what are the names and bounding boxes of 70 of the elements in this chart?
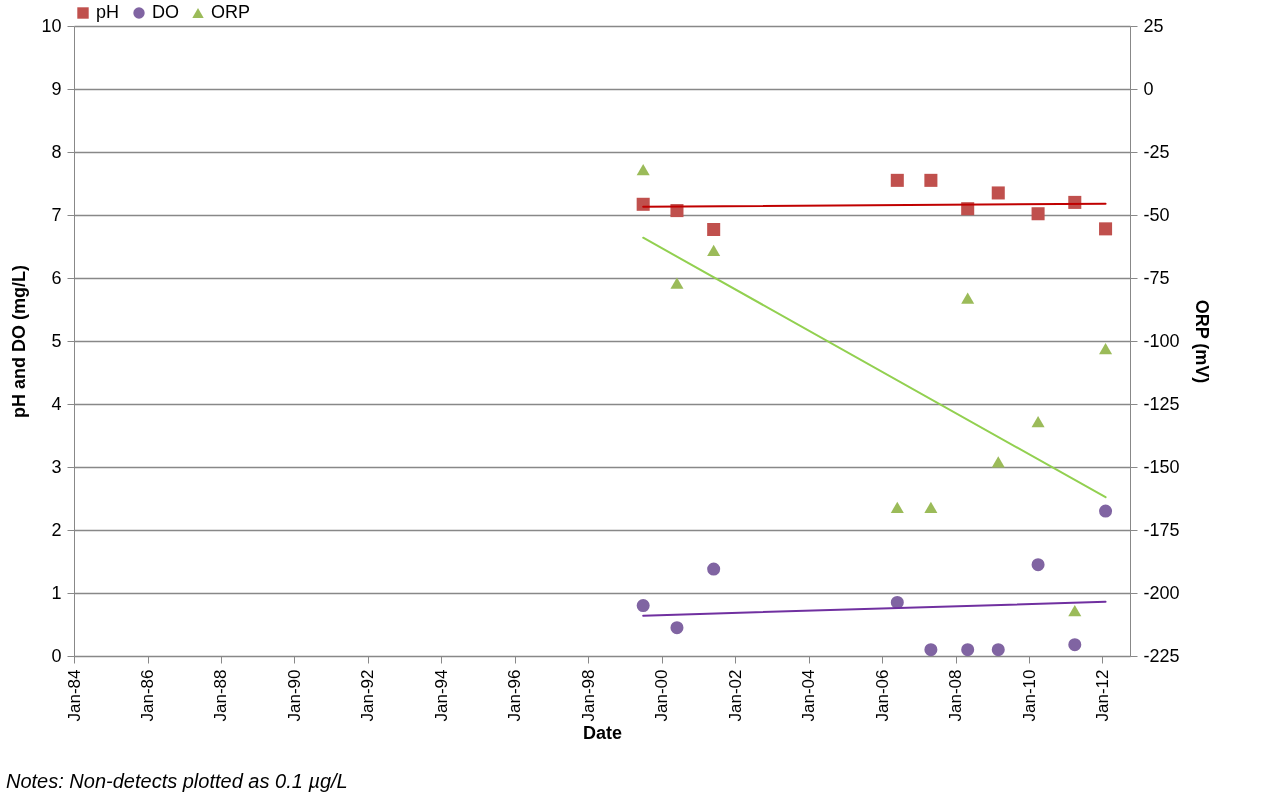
x-axis-title: Date bbox=[582, 723, 623, 744]
y-tick-label: 6 bbox=[51, 267, 62, 288]
point bbox=[1031, 207, 1045, 221]
legend-label: DO bbox=[152, 2, 179, 22]
y2-axis-title: ORP (mV) bbox=[1191, 299, 1212, 384]
y-tick-label: 1 bbox=[51, 582, 62, 603]
y-tick-label: 2 bbox=[51, 519, 62, 540]
y-axis-title: pH and DO (mg/L) bbox=[9, 265, 30, 418]
point bbox=[890, 501, 904, 513]
point bbox=[1031, 558, 1045, 572]
point bbox=[636, 599, 650, 613]
x-tick-label: Jan-00 bbox=[652, 669, 672, 722]
point bbox=[991, 186, 1005, 200]
point bbox=[670, 621, 684, 635]
x-tick-label: Jan-06 bbox=[872, 669, 892, 722]
x-tick-label: Jan-10 bbox=[1019, 669, 1039, 722]
y2-tick-label: -100 bbox=[1143, 330, 1180, 351]
y2-tick-label: -200 bbox=[1143, 582, 1180, 603]
y2-tick-label: -50 bbox=[1143, 204, 1170, 225]
point bbox=[1031, 415, 1045, 428]
y2-tick-label: -25 bbox=[1143, 141, 1170, 162]
y-tick-label: 3 bbox=[51, 456, 62, 477]
point bbox=[991, 456, 1005, 468]
y-tick-label: 4 bbox=[51, 393, 62, 414]
point bbox=[707, 562, 721, 576]
x-tick-label: Jan-98 bbox=[578, 669, 598, 722]
point bbox=[636, 197, 650, 211]
x-tick-label: Jan-88 bbox=[211, 669, 231, 722]
point bbox=[670, 277, 684, 289]
x-tick-label: Jan-12 bbox=[1092, 669, 1112, 722]
point bbox=[961, 292, 975, 304]
y-tick-label: 7 bbox=[51, 204, 62, 225]
y-tick-label: 9 bbox=[51, 78, 62, 99]
y2-tick-label: -150 bbox=[1143, 456, 1180, 477]
text: Notes: Non-detects plotted as 0.1 µg/L bbox=[6, 770, 348, 793]
point bbox=[961, 643, 975, 657]
y2-tick-label: -75 bbox=[1143, 267, 1170, 288]
point bbox=[924, 501, 938, 513]
x-tick-label: Jan-86 bbox=[138, 669, 158, 722]
point bbox=[707, 244, 721, 256]
point bbox=[924, 643, 938, 657]
point bbox=[707, 222, 721, 237]
x-tick-label: Jan-04 bbox=[799, 669, 819, 722]
point bbox=[924, 173, 938, 187]
point bbox=[1099, 222, 1113, 236]
x-tick-label: Jan-02 bbox=[725, 669, 745, 722]
point bbox=[1068, 638, 1082, 652]
y2-tick-label: 0 bbox=[1143, 78, 1154, 99]
legend-label: pH bbox=[96, 2, 120, 22]
y-tick-label: 10 bbox=[41, 15, 62, 36]
point bbox=[636, 163, 650, 176]
point bbox=[890, 173, 904, 187]
point bbox=[1099, 504, 1113, 518]
y2-tick-label: 25 bbox=[1143, 15, 1164, 36]
y-tick-label: 0 bbox=[51, 645, 62, 666]
x-tick-label: Jan-96 bbox=[505, 669, 525, 722]
x-tick-label: Jan-94 bbox=[431, 669, 451, 722]
y-tick-label: 8 bbox=[51, 141, 62, 162]
legend-label: ORP bbox=[211, 2, 251, 22]
x-tick-label: Jan-08 bbox=[946, 669, 966, 722]
x-tick-label: Jan-90 bbox=[284, 669, 304, 722]
point bbox=[1068, 604, 1082, 617]
y2-tick-label: -125 bbox=[1143, 393, 1180, 414]
point bbox=[1099, 342, 1113, 355]
x-tick-label: Jan-84 bbox=[64, 669, 84, 722]
y2-tick-label: -175 bbox=[1143, 519, 1180, 540]
point bbox=[991, 643, 1005, 657]
y-tick-label: 5 bbox=[51, 330, 62, 351]
y2-tick-label: -225 bbox=[1143, 645, 1180, 666]
x-tick-label: Jan-92 bbox=[358, 669, 378, 722]
